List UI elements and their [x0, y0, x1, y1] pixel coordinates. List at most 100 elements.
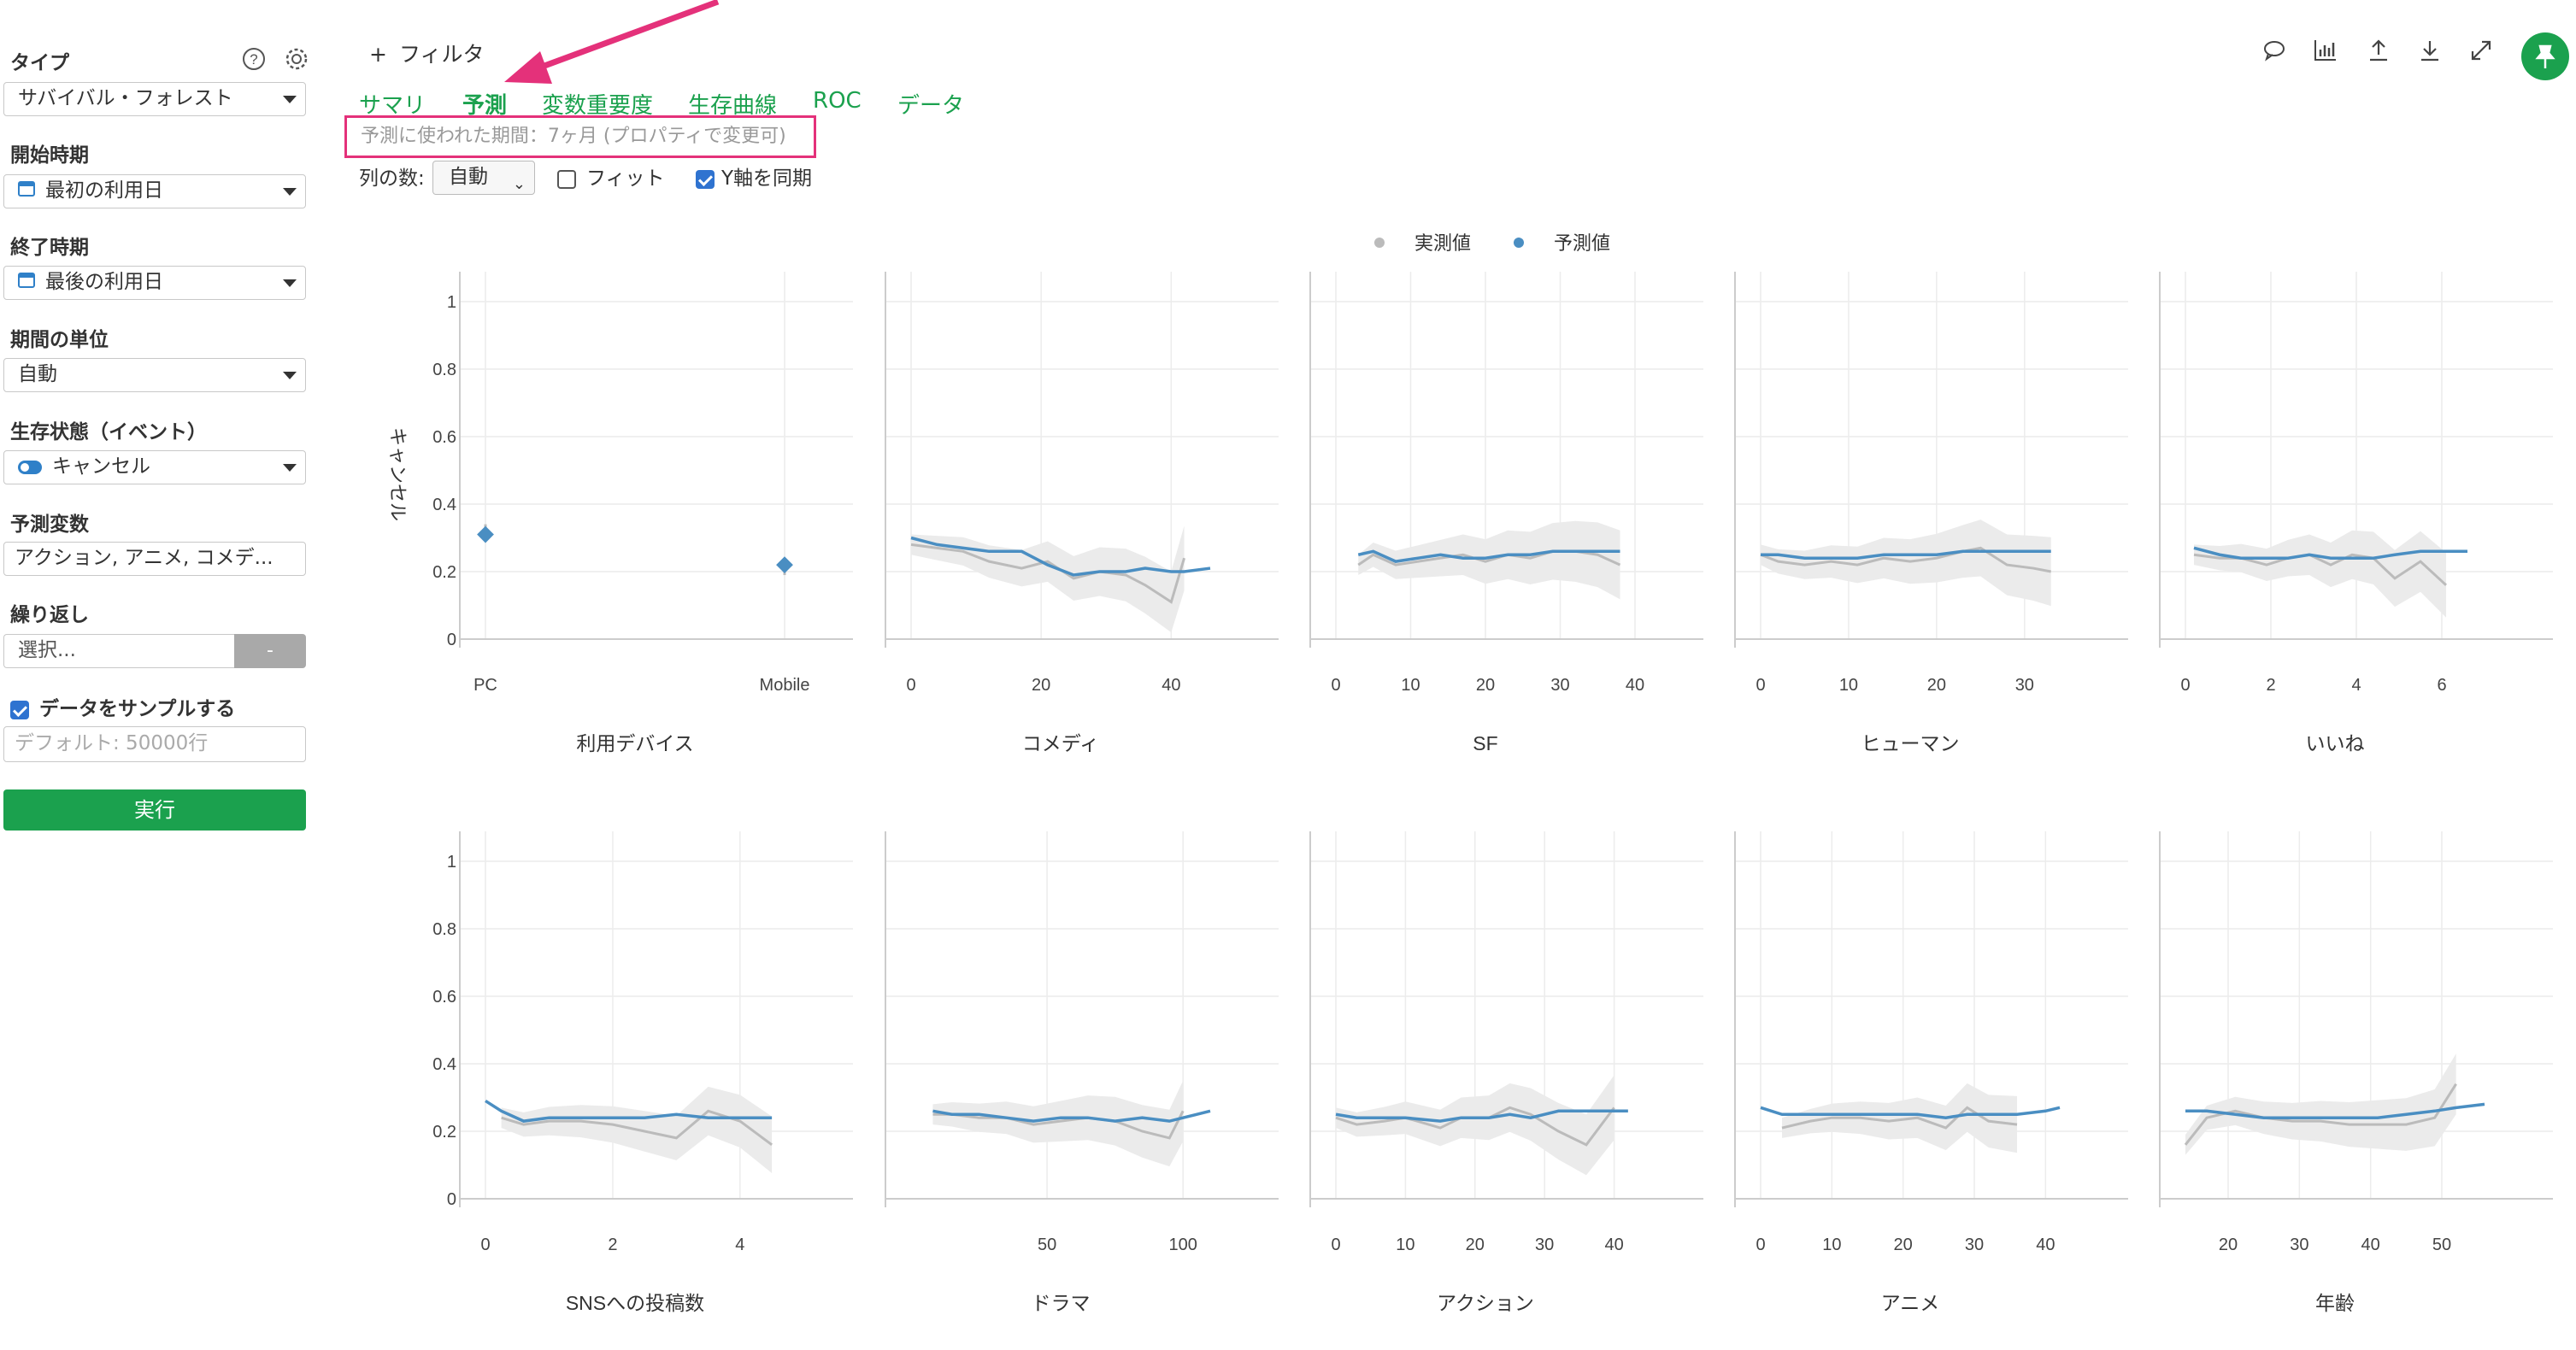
fit-option[interactable]: フィット	[557, 161, 665, 197]
panel-title: アクション	[1437, 1292, 1534, 1314]
columns-select[interactable]: 自動 ⌄	[432, 161, 535, 195]
columns-label: 列の数:	[359, 167, 425, 190]
repeat-select[interactable]: 選択...	[3, 634, 234, 668]
svg-text:?: ?	[250, 51, 257, 68]
confidence-band	[2194, 530, 2446, 618]
rows-input[interactable]: デフォルト: 50000行	[3, 726, 306, 762]
event-select[interactable]: キャンセル	[3, 450, 306, 484]
predicted-line	[910, 536, 1211, 577]
tab-data[interactable]: データ	[897, 93, 965, 119]
options-row: 列の数:	[359, 161, 425, 197]
x-tick-label: 30	[1965, 1236, 1984, 1254]
predicted-line	[2185, 1102, 2485, 1119]
filter-button[interactable]: + フィルタ	[369, 38, 484, 68]
x-tick-label: 30	[2290, 1236, 2308, 1254]
caret-down-icon	[283, 464, 297, 472]
type-select-value: サバイバル・フォレスト	[18, 87, 233, 109]
x-tick-label: Mobile	[760, 676, 810, 695]
x-tick-label: 0	[906, 676, 915, 695]
caret-down-icon	[283, 188, 297, 196]
x-tick-label: 10	[1396, 1236, 1414, 1254]
repeat-button[interactable]: -	[234, 634, 306, 668]
x-tick-label: 100	[1168, 1236, 1197, 1254]
y-tick-label: 1	[447, 853, 456, 872]
y-tick-label: 0.6	[432, 988, 456, 1007]
upload-icon[interactable]	[2366, 38, 2391, 67]
unit-select-value: 自動	[18, 363, 57, 385]
end-select-value: 最後の利用日	[45, 271, 163, 293]
sample-row[interactable]: データをサンプルする	[10, 692, 235, 721]
gear-icon[interactable]	[284, 46, 309, 75]
actual-line	[501, 1109, 773, 1147]
x-tick-label: 20	[2219, 1236, 2238, 1254]
annotation-arrow	[504, 0, 720, 84]
panel-title: SF	[1473, 732, 1497, 754]
caret-down-icon	[283, 96, 297, 103]
x-tick-label: 2	[2266, 676, 2275, 695]
tab-summary[interactable]: サマリ	[359, 93, 426, 119]
event-select-value: キャンセル	[52, 455, 150, 478]
predictors-input[interactable]: アクション, アニメ, コメデ...	[3, 542, 306, 576]
repeat-label: 繰り返し	[10, 604, 89, 626]
panel-title: いいね	[2306, 732, 2365, 754]
x-tick-label: 20	[1032, 676, 1050, 695]
expand-icon[interactable]	[2468, 38, 2494, 67]
columns-select-value: 自動	[449, 166, 488, 188]
start-select[interactable]: 最初の利用日	[3, 174, 306, 208]
help-icon[interactable]: ?	[241, 46, 267, 75]
type-select[interactable]: サバイバル・フォレスト	[3, 82, 306, 116]
tab-roc[interactable]: ROC	[813, 88, 862, 114]
chart-icon[interactable]	[2313, 38, 2338, 67]
x-tick-label: 40	[1604, 1236, 1623, 1254]
x-tick-label: 0	[2180, 676, 2190, 695]
x-tick-label: 40	[2036, 1236, 2055, 1254]
y-tick-label: 1	[447, 293, 456, 312]
y-tick-label: 0.6	[432, 428, 456, 447]
sync-y-label: Y軸を同期	[721, 167, 813, 190]
legend-marker	[1514, 238, 1524, 248]
comment-icon[interactable]	[2261, 38, 2287, 67]
fit-checkbox[interactable]	[557, 169, 576, 189]
legend-label: 実測値	[1414, 232, 1471, 254]
data-point	[776, 556, 793, 573]
x-tick-label: 50	[2432, 1236, 2451, 1254]
tab-survival-curve[interactable]: 生存曲線	[688, 93, 778, 119]
confidence-band	[911, 525, 1185, 633]
tab-importance[interactable]: 変数重要度	[542, 93, 654, 119]
sync-y-option[interactable]: Y軸を同期	[696, 161, 812, 197]
predicted-line	[1760, 1106, 2061, 1119]
x-tick-label: 40	[2361, 1236, 2380, 1254]
confidence-band	[1782, 1083, 2017, 1153]
run-button[interactable]: 実行	[3, 789, 306, 831]
toggle-icon	[18, 460, 42, 474]
unit-select[interactable]: 自動	[3, 358, 306, 392]
actual-line	[932, 1110, 1185, 1140]
pin-icon	[2535, 44, 2555, 68]
pin-button[interactable]	[2521, 32, 2569, 80]
event-label: 生存状態（イベント）	[10, 421, 207, 443]
end-label: 終了時期	[10, 237, 89, 259]
confidence-band	[1761, 519, 2051, 607]
caret-down-icon: ⌄	[512, 175, 526, 193]
legend-label: 予測値	[1554, 232, 1610, 254]
end-select[interactable]: 最後の利用日	[3, 266, 306, 300]
x-tick-label: 30	[1535, 1236, 1554, 1254]
x-tick-label: 0	[1756, 1236, 1765, 1254]
x-tick-label: 10	[1401, 676, 1420, 695]
tab-prediction[interactable]: 予測	[462, 93, 508, 119]
plus-icon: +	[369, 42, 387, 67]
data-point	[477, 525, 494, 543]
y-tick-label: 0.2	[432, 563, 456, 582]
sample-checkbox[interactable]	[10, 700, 29, 719]
confidence-band	[932, 1080, 1184, 1167]
y-axis-title: キャンセル	[387, 427, 409, 521]
caret-down-icon	[283, 372, 297, 379]
download-icon[interactable]	[2417, 38, 2443, 67]
x-tick-label: 4	[735, 1236, 744, 1254]
panel-title: SNSへの投稿数	[566, 1292, 704, 1314]
caret-down-icon	[283, 279, 297, 287]
sync-y-checkbox[interactable]	[696, 169, 715, 189]
y-tick-label: 0	[447, 1190, 456, 1209]
y-tick-label: 0.8	[432, 361, 456, 379]
